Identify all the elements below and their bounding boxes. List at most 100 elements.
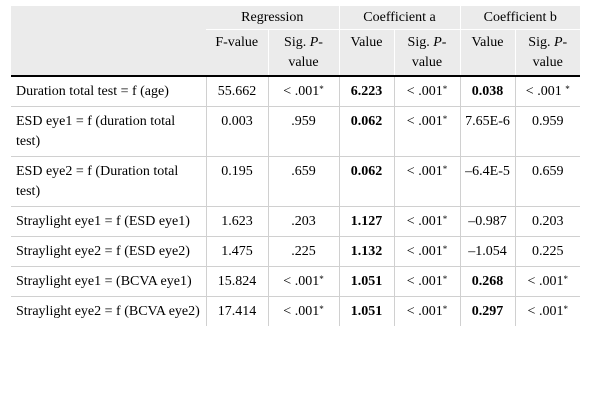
table-row: Straylight eye2 = f (BCVA eye2) 17.414 <… <box>11 296 580 326</box>
coef-a-value-cell: 1.132 <box>338 236 394 267</box>
coef-b-value-cell: –0.987 <box>459 206 515 237</box>
sig-a-cell: < .001* <box>393 296 460 326</box>
coef-a-value-cell: 1.051 <box>338 266 394 297</box>
coef-b-value-cell: 7.65E-6 <box>459 106 515 157</box>
f-value-cell: 17.414 <box>205 296 268 326</box>
sig-b-cell: < .001 * <box>514 76 580 107</box>
header-value-a: Value <box>338 29 394 77</box>
table-header: Regression Coefficient a Coefficient b F… <box>11 6 580 77</box>
sig-regression-cell: .959 <box>267 106 339 157</box>
sig-a-cell: < .001* <box>393 206 460 237</box>
row-label: ESD eye1 = f (duration total test) <box>11 106 206 157</box>
significance-star: * <box>565 84 570 94</box>
header-sig-p-value-a: Sig. P-value <box>393 29 460 77</box>
row-label: Straylight eye1 = f (ESD eye1) <box>11 206 206 237</box>
sig-b-cell: < .001* <box>514 266 580 297</box>
significance-star: * <box>442 114 448 124</box>
significance-star: * <box>442 164 448 174</box>
regression-table: Regression Coefficient a Coefficient b F… <box>11 6 580 326</box>
table-row: ESD eye1 = f (duration total test) 0.003… <box>11 106 580 157</box>
row-label: Straylight eye2 = f (ESD eye2) <box>11 236 206 267</box>
header-text: Sig. <box>528 35 554 50</box>
header-text: F-value <box>215 35 259 50</box>
sig-text: < .001 <box>406 114 443 129</box>
significance-star: * <box>442 244 448 254</box>
header-sig-p-value-b: Sig. P-value <box>514 29 580 77</box>
header-italic-p: P <box>309 35 319 50</box>
significance-star: * <box>319 84 324 94</box>
header-text: Sig. <box>284 35 310 50</box>
sig-b-cell: 0.659 <box>514 156 580 207</box>
sig-text: < .001 <box>406 304 443 319</box>
row-label: Straylight eye2 = f (BCVA eye2) <box>16 304 200 319</box>
header-text: Sig. <box>407 35 434 50</box>
coef-b-value-cell: 0.297 <box>459 296 515 326</box>
sig-text: < .001 <box>283 304 320 319</box>
sig-text: < .001 <box>406 274 443 289</box>
sig-regression-cell: .225 <box>267 236 339 267</box>
row-label: Straylight eye1 = (BCVA eye1) <box>11 266 206 297</box>
coef-a-value-cell: 1.051 <box>338 296 394 326</box>
significance-star: * <box>442 274 448 284</box>
table-row: Duration total test = f (age) 55.662 < .… <box>11 76 580 107</box>
f-value-cell: 55.662 <box>205 76 268 107</box>
header-text: Value <box>471 35 504 50</box>
sig-a-cell: < .001* <box>393 76 460 107</box>
table-row: ESD eye2 = f (Duration total test) 0.195… <box>11 156 580 207</box>
table-row: Straylight eye1 = (BCVA eye1) 15.824 < .… <box>11 266 580 297</box>
sig-a-cell: < .001* <box>393 106 460 157</box>
sig-a-cell: < .001* <box>393 266 460 297</box>
coef-a-value-cell: 6.223 <box>338 76 394 107</box>
sig-text: < .001 <box>406 244 443 259</box>
coef-b-value-cell: 0.038 <box>459 76 515 107</box>
table-row: Straylight eye1 = f (ESD eye1) 1.623 .20… <box>11 206 580 237</box>
coef-a-value-cell: 0.062 <box>338 156 394 207</box>
table-row: Straylight eye2 = f (ESD eye2) 1.475 .22… <box>11 236 580 267</box>
f-value-cell: 1.623 <box>205 206 268 237</box>
significance-star: * <box>563 304 568 314</box>
row-label: ESD eye2 = f (Duration total test) <box>11 156 206 207</box>
header-italic-p: P <box>433 35 442 50</box>
f-value-cell: 0.003 <box>205 106 268 157</box>
sig-text: < .001 <box>283 274 320 289</box>
coef-a-value-cell: 0.062 <box>338 106 394 157</box>
sig-text: < .001 <box>283 84 320 99</box>
sig-regression-cell: .203 <box>267 206 339 237</box>
table-body: Duration total test = f (age) 55.662 < .… <box>11 76 580 326</box>
sig-a-cell: < .001* <box>393 156 460 207</box>
results-table-container: Regression Coefficient a Coefficient b F… <box>11 6 580 326</box>
header-f-value: F-value <box>206 29 268 77</box>
header-group-coefficient-b: Coefficient b <box>459 6 580 30</box>
significance-star: * <box>319 304 324 314</box>
header-value-b: Value <box>459 29 515 77</box>
sig-regression-cell: .659 <box>267 156 339 207</box>
coef-b-value-cell: –6.4E-5 <box>459 156 515 207</box>
f-value-cell: 0.195 <box>205 156 268 207</box>
sig-regression-cell: < .001* <box>267 266 339 297</box>
coef-a-value-cell: 1.127 <box>338 206 394 237</box>
header-text: Value <box>350 35 383 50</box>
header-group-coefficient-a: Coefficient a <box>338 6 460 30</box>
header-italic-p: P <box>553 35 563 50</box>
sig-regression-cell: < .001* <box>267 76 339 107</box>
header-text: -value <box>532 35 568 70</box>
sig-b-cell: 0.959 <box>514 106 580 157</box>
sig-text: < .001 <box>525 84 566 99</box>
header-group-regression: Regression <box>206 6 339 30</box>
header-text: -value <box>411 35 447 70</box>
sig-text: < .001 <box>406 84 443 99</box>
sig-regression-cell: < .001* <box>267 296 339 326</box>
sig-text: < .001 <box>527 304 564 319</box>
significance-star: * <box>442 304 448 314</box>
sig-a-cell: < .001* <box>393 236 460 267</box>
f-value-cell: 15.824 <box>205 266 268 297</box>
significance-star: * <box>563 274 568 284</box>
significance-star: * <box>442 84 448 94</box>
sig-text: < .001 <box>406 214 443 229</box>
significance-star: * <box>442 214 448 224</box>
header-sig-p-value-regression: Sig. P-value <box>267 29 339 77</box>
sig-b-cell: 0.203 <box>514 206 580 237</box>
header-empty-corner <box>11 6 206 77</box>
significance-star: * <box>319 274 324 284</box>
sig-text: < .001 <box>527 274 564 289</box>
